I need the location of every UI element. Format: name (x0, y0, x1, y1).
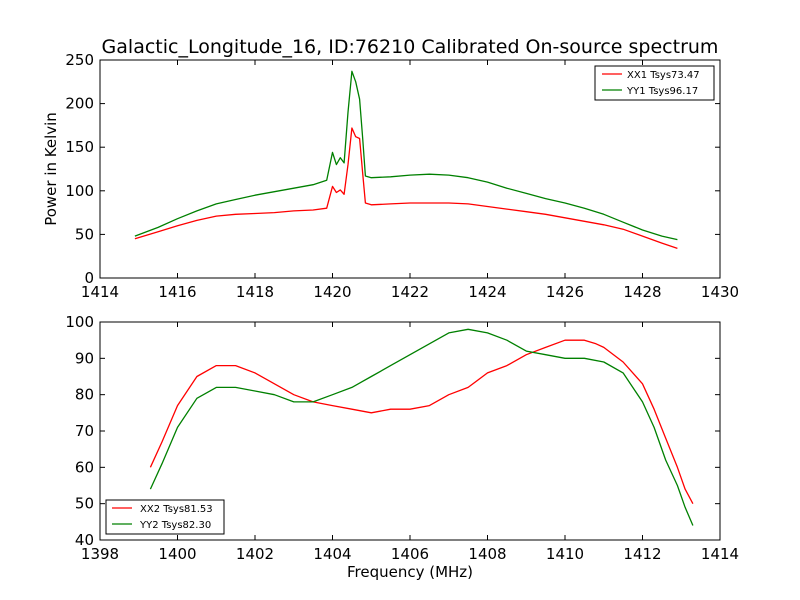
bottom-x-tick-label: 1400 (158, 545, 196, 563)
bottom-legend-label-xx2: XX2 Tsys81.53 (140, 504, 213, 515)
bottom-legend-label-yy2: YY2 Tsys82.30 (139, 520, 211, 531)
top-x-tick-label: 1416 (158, 283, 196, 301)
top-legend-label-xx1: XX1 Tsys73.47 (627, 70, 700, 81)
top-series-line-xx1 (134, 127, 678, 250)
bottom-x-tick-label: 1414 (701, 545, 739, 563)
bottom-x-tick-label: 1412 (623, 545, 661, 563)
top-y-tick-label: 250 (65, 51, 94, 69)
bottom-x-axis-label: Frequency (MHz) (347, 563, 473, 581)
bottom-y-tick-label: 90 (75, 349, 94, 367)
bottom-legend: XX2 Tsys81.53 YY2 Tsys82.30 (105, 499, 225, 535)
bottom-axis-ticks: 1398 1400 1402 1404 1406 1408 1410 1412 1414 40 50… (65, 313, 739, 563)
bottom-legend-box (105, 499, 225, 535)
bottom-x-tick-label: 1402 (236, 545, 274, 563)
top-series-group (134, 70, 678, 250)
bottom-y-tick-label: 60 (75, 458, 94, 476)
bottom-y-tick-label: 80 (75, 386, 94, 404)
bottom-x-tick-label: 1406 (391, 545, 429, 563)
chart-title: Galactic_Longitude_16, ID:76210 Calibrat… (102, 36, 719, 58)
top-y-tick-label: 50 (75, 225, 94, 243)
top-y-tick-label: 0 (84, 269, 94, 287)
top-legend: XX1 Tsys73.47 YY1 Tsys96.17 (594, 65, 715, 101)
top-axis-ticks: 1414 1416 1418 1420 1422 1424 1426 1428 1430 0 50 1… (65, 51, 739, 301)
top-x-tick-label: 1418 (236, 283, 274, 301)
bottom-y-tick-label: 50 (75, 495, 94, 513)
bottom-plot-frame (99, 321, 721, 541)
top-x-tick-label: 1430 (701, 283, 739, 301)
top-x-tick-label: 1420 (313, 283, 351, 301)
bottom-x-tick-label: 1408 (468, 545, 506, 563)
bottom-y-tick-label: 40 (75, 531, 94, 549)
bottom-y-tick-label: 70 (75, 422, 94, 440)
bottom-series-group (149, 328, 694, 526)
top-legend-box (594, 65, 715, 101)
top-x-tick-label: 1426 (546, 283, 584, 301)
top-y-tick-label: 200 (65, 95, 94, 113)
top-y-axis-label: Power in Kelvin (42, 112, 60, 226)
bottom-x-tick-label: 1410 (546, 545, 584, 563)
top-x-tick-label: 1414 (81, 283, 119, 301)
top-plot-frame (99, 59, 721, 279)
bottom-series-line-xx2 (149, 339, 694, 505)
bottom-x-tick-label: 1398 (81, 545, 119, 563)
bottom-series-line-yy2 (149, 328, 694, 526)
top-x-tick-label: 1424 (468, 283, 506, 301)
top-x-tick-label: 1428 (623, 283, 661, 301)
top-x-tick-label: 1422 (391, 283, 429, 301)
top-series-line-yy1 (134, 70, 678, 241)
top-y-tick-label: 100 (65, 182, 94, 200)
bottom-x-tick-label: 1404 (313, 545, 351, 563)
top-legend-label-yy1: YY1 Tsys96.17 (626, 86, 698, 97)
bottom-y-tick-label: 100 (65, 313, 94, 331)
top-y-tick-label: 150 (65, 138, 94, 156)
